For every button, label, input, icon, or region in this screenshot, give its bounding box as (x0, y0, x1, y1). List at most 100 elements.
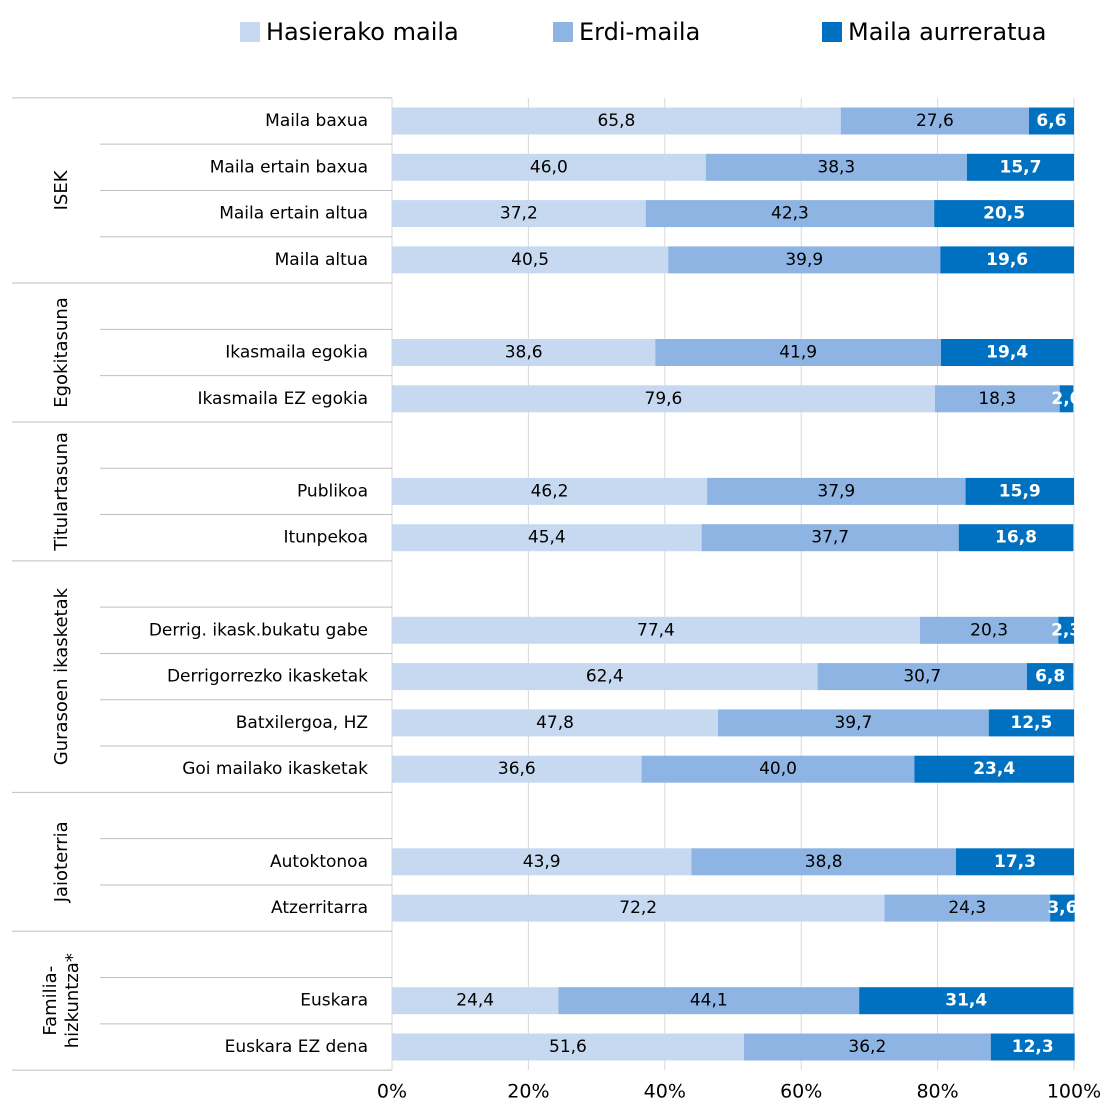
bar-segment (705, 153, 967, 181)
bar-segment (859, 987, 1074, 1015)
bar-segment (934, 200, 1074, 228)
x-tick-label: 80% (916, 1081, 958, 1103)
bar-segment (990, 1033, 1075, 1061)
bar-segment (392, 524, 702, 552)
category-label: Maila altua (275, 250, 368, 270)
bar-segment (392, 1033, 744, 1061)
bar-segment (392, 616, 920, 644)
bar-segment (392, 848, 692, 876)
value-label: 41,9 (779, 343, 817, 363)
value-label: 3,6 (1047, 898, 1077, 918)
bar-segment (919, 616, 1059, 644)
bar-segment (392, 107, 841, 135)
legend-label: Erdi-maila (579, 18, 700, 46)
bar-segment (392, 339, 656, 366)
category-label: Ikasmaila EZ egokia (197, 389, 368, 409)
value-label: 19,6 (986, 250, 1028, 270)
value-label: 37,2 (500, 204, 538, 224)
x-tick-label: 60% (780, 1081, 822, 1103)
value-label: 46,0 (530, 157, 568, 177)
bar-segment (392, 663, 818, 691)
value-label: 37,7 (811, 528, 849, 548)
category-label: Goi mailako ikasketak (182, 759, 368, 779)
value-label: 39,7 (834, 713, 872, 733)
legend-swatch (240, 22, 260, 42)
group-label: Gurasoen ikasketak (51, 587, 72, 765)
bar-segment (840, 107, 1029, 135)
value-label: 38,8 (805, 852, 843, 872)
category-label: Publikoa (297, 481, 368, 501)
x-tick-label: 20% (507, 1081, 549, 1103)
value-label: 23,4 (973, 759, 1015, 779)
legend-swatch (553, 22, 573, 42)
category-label: Maila ertain baxua (210, 157, 368, 177)
category-label: Euskara (300, 991, 368, 1011)
bar-segment (707, 477, 966, 505)
value-label: 46,2 (531, 481, 569, 501)
value-label: 77,4 (637, 620, 675, 640)
group-label: Jaioterria (51, 821, 72, 903)
value-label: 20,5 (983, 204, 1025, 224)
value-label: 40,0 (759, 759, 797, 779)
value-label: 43,9 (523, 852, 561, 872)
category-label: Batxilergoa, HZ (236, 713, 368, 733)
value-label: 15,7 (999, 157, 1041, 177)
group-label: Egokitasuna (51, 297, 72, 408)
bar-segment (1028, 107, 1074, 135)
bar-segment (392, 987, 559, 1015)
value-label: 20,3 (970, 620, 1008, 640)
bar-segment (641, 755, 915, 783)
category-label: Euskara EZ dena (225, 1037, 368, 1057)
bar-segment (392, 477, 708, 505)
bar-segment (940, 246, 1074, 274)
bar-segment (914, 755, 1074, 783)
value-label: 40,5 (511, 250, 549, 270)
value-label: 6,6 (1036, 111, 1066, 131)
value-label: 36,2 (848, 1037, 886, 1057)
value-label: 19,4 (986, 343, 1028, 363)
bar-segment (934, 385, 1060, 413)
bar-segment (717, 709, 989, 737)
legend-label: Maila aurreratua (848, 18, 1046, 46)
value-label: 38,3 (817, 157, 855, 177)
legend-swatch (822, 22, 842, 42)
value-label: 6,8 (1035, 667, 1065, 687)
value-label: 45,4 (528, 528, 566, 548)
value-label: 12,3 (1012, 1037, 1054, 1057)
value-label: 30,7 (903, 667, 941, 687)
category-label: Itunpekoa (283, 528, 368, 548)
group-label: Titulartasuna (51, 432, 72, 552)
category-label: Derrig. ikask.bukatu gabe (149, 620, 368, 640)
x-tick-label: 100% (1047, 1081, 1101, 1103)
value-label: 72,2 (619, 898, 657, 918)
category-label: Ikasmaila egokia (225, 343, 368, 363)
bar-segment (965, 477, 1074, 505)
category-label: Maila ertain altua (219, 204, 368, 224)
bar-segment (956, 848, 1074, 876)
bar-segment (392, 709, 718, 737)
category-label: Maila baxua (265, 111, 368, 131)
value-label: 47,8 (536, 713, 574, 733)
value-label: 12,5 (1010, 713, 1052, 733)
value-label: 31,4 (945, 991, 987, 1011)
value-label: 17,3 (994, 852, 1036, 872)
value-label: 2,0 (1051, 389, 1081, 409)
bar-segment (392, 153, 706, 181)
bar-segment (1058, 616, 1074, 644)
bar-segment (392, 246, 669, 274)
value-label: 24,4 (456, 991, 494, 1011)
value-label: 42,3 (771, 204, 809, 224)
value-label: 51,6 (549, 1037, 587, 1057)
value-label: 16,8 (995, 528, 1037, 548)
bar-segment (958, 524, 1074, 552)
group-label: hizkuntza* (62, 953, 83, 1048)
bar-segment (392, 755, 642, 783)
value-label: 24,3 (948, 898, 986, 918)
category-label: Atzerritarra (271, 898, 368, 918)
value-label: 36,6 (498, 759, 536, 779)
value-label: 44,1 (690, 991, 728, 1011)
bar-segment (558, 987, 860, 1015)
value-label: 2,3 (1051, 620, 1081, 640)
value-label: 15,9 (999, 481, 1041, 501)
